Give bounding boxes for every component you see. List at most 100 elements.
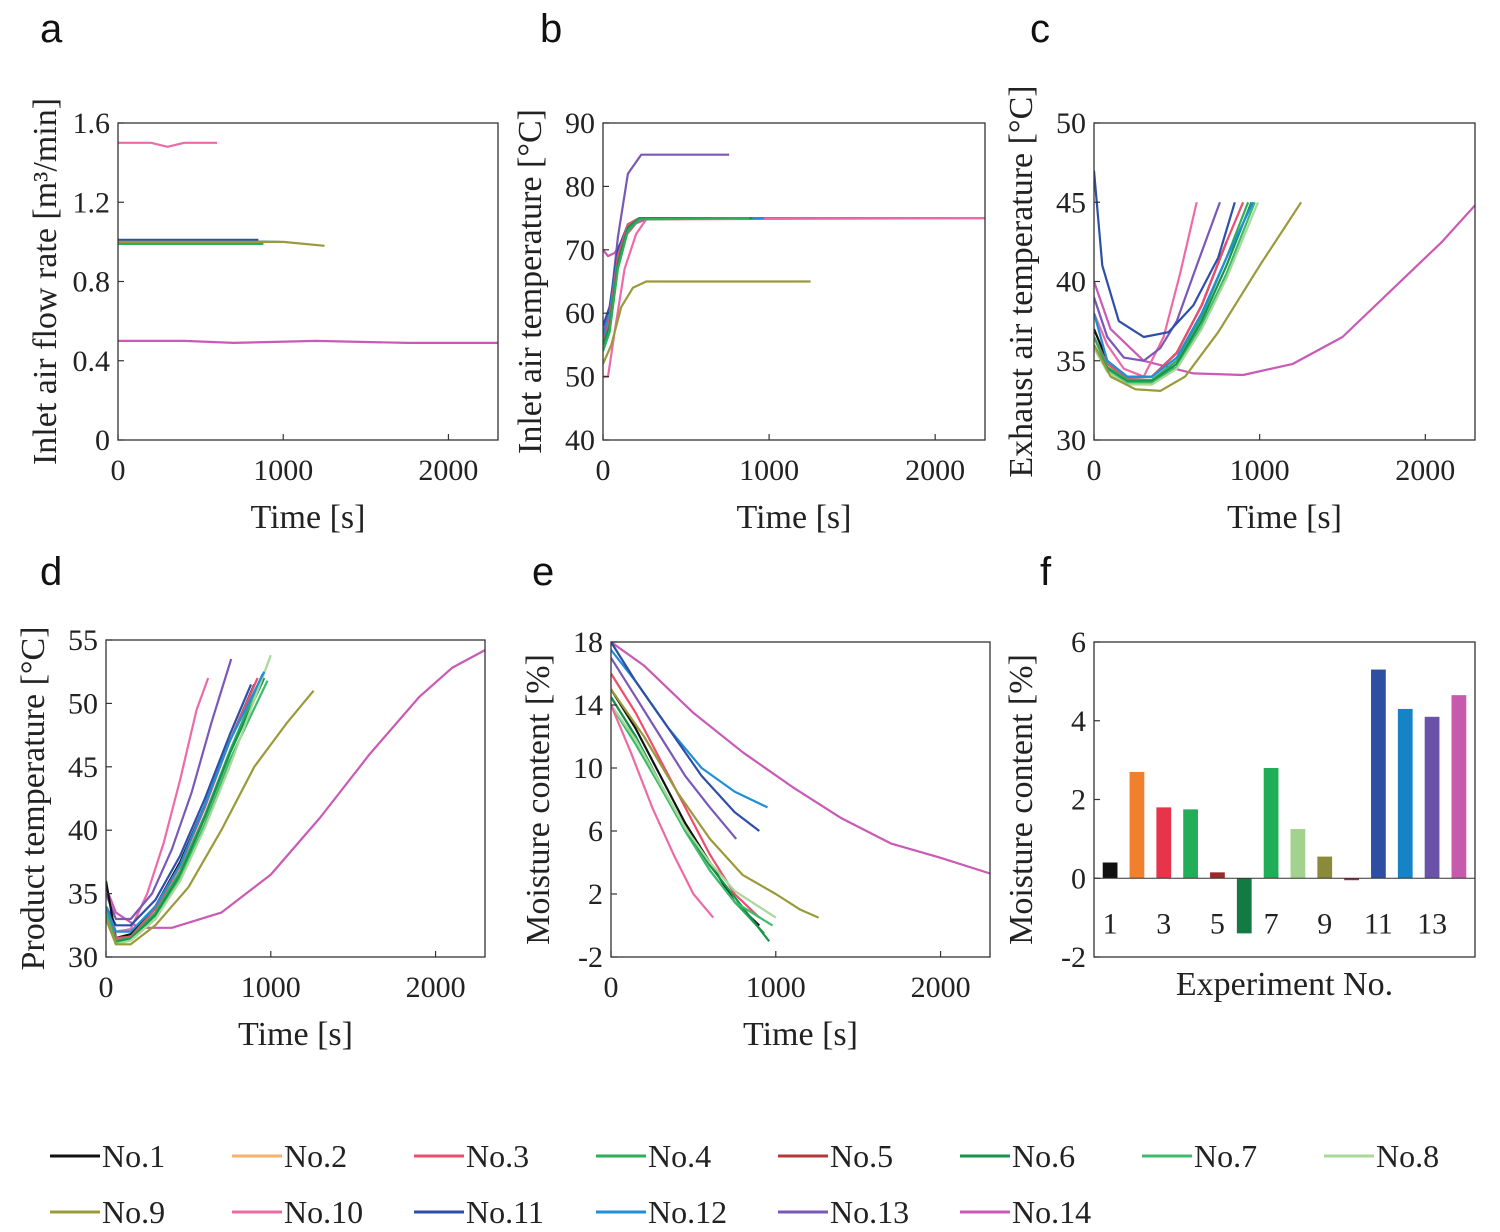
x-tick-label: 0 (604, 971, 619, 1004)
series-line-no10 (106, 677, 210, 933)
y-axis-label: Moisture content [%] (520, 654, 557, 945)
y-axis-label: Moisture content [%] (1003, 654, 1040, 945)
bar-experiment-12 (1397, 708, 1413, 879)
legend: No.1 No.2 No.3 No.4 No.5 No.6 No.7 No.8 No.9 No.1… (50, 1138, 1439, 1230)
y-tick-label: 2 (1071, 784, 1086, 817)
series-line-no9 (603, 280, 811, 365)
y-tick-label: 10 (573, 752, 603, 785)
x-tick-label: 1000 (1230, 454, 1290, 487)
panel-label: c (1030, 7, 1050, 51)
series-line-no13 (106, 658, 233, 921)
plot-frame (105, 639, 486, 958)
x-tick-label: 7 (1264, 907, 1279, 940)
series-line-no6 (106, 677, 266, 943)
series-line-no12 (106, 671, 266, 933)
plot-frame (610, 641, 991, 958)
y-tick-label: 6 (1071, 626, 1086, 659)
x-tick-label: 1000 (253, 454, 313, 487)
series-group (611, 642, 990, 942)
x-tick-label: 1000 (746, 971, 806, 1004)
y-tick-label: 4 (1071, 705, 1086, 738)
series-line-no10 (118, 141, 218, 148)
series-line-no10 (611, 704, 715, 919)
series-group (603, 153, 985, 378)
legend-label-no11: No.11 (466, 1194, 544, 1230)
panel-label: b (540, 7, 562, 51)
y-tick-label: -2 (1061, 941, 1086, 974)
bar-experiment-10 (1344, 878, 1359, 881)
legend-label-no2: No.2 (284, 1138, 347, 1174)
y-tick-label: 40 (1056, 266, 1086, 299)
x-tick-label: 1 (1103, 907, 1118, 940)
x-axis-label: Time [s] (1227, 499, 1342, 536)
series-line-no13 (1094, 201, 1221, 362)
y-tick-label: 45 (1056, 186, 1086, 219)
y-tick-label: 0.4 (73, 345, 111, 378)
x-tick-label: 2000 (418, 454, 478, 487)
panel-a: a 0 1000 2000 Time [s] 0 0.4 0.8 1.2 1.6 Inlet air… (27, 7, 499, 536)
legend-label-no3: No.3 (466, 1138, 529, 1174)
series-line-no13 (611, 657, 738, 840)
y-tick-label: 0 (1071, 862, 1086, 895)
bar-experiment-7 (1263, 768, 1279, 879)
x-tick-label: 13 (1417, 907, 1447, 940)
bar-experiment-13 (1424, 716, 1440, 879)
bar-experiment-9 (1317, 856, 1333, 879)
x-axis-label: Experiment No. (1176, 966, 1393, 1003)
x-tick-label: 1000 (739, 454, 799, 487)
x-tick-label: 9 (1317, 907, 1332, 940)
legend-label-no10: No.10 (284, 1194, 363, 1230)
series-line-no8 (611, 704, 777, 919)
panel-b: b 0 1000 2000 Time [s] 40 50 60 70 80 90 Inlet air … (512, 7, 986, 536)
legend-label-no7: No.7 (1194, 1138, 1257, 1174)
y-tick-label: 35 (1056, 345, 1086, 378)
y-tick-label: -2 (578, 941, 603, 974)
x-tick-label: 0 (596, 454, 611, 487)
series-line-no11 (611, 642, 760, 832)
series-line-no14 (603, 217, 985, 258)
legend-label-no14: No.14 (1012, 1194, 1091, 1230)
y-axis-label: Inlet air flow rate [m³/min] (27, 98, 64, 465)
legend-label-no8: No.8 (1376, 1138, 1439, 1174)
legend-label-no5: No.5 (830, 1138, 893, 1174)
x-tick-label: 2000 (406, 971, 466, 1004)
y-tick-label: 1.6 (73, 107, 111, 140)
x-tick-label: 2000 (1395, 454, 1455, 487)
y-tick-label: 50 (68, 687, 98, 720)
y-tick-label: 40 (565, 424, 595, 457)
bar-experiment-8 (1290, 829, 1306, 879)
x-axis-label: Time [s] (743, 1016, 858, 1053)
panel-label: e (532, 550, 554, 594)
series-line-no14 (611, 642, 990, 875)
bar-experiment-11 (1371, 669, 1386, 879)
y-tick-label: 60 (565, 297, 595, 330)
series-line-no6 (1094, 201, 1253, 383)
series-line-no9 (118, 240, 325, 247)
legend-label-no1: No.1 (102, 1138, 165, 1174)
panel-e: e 0 1000 2000 Time [s] -2 2 6 10 14 18 Moisture con… (520, 550, 991, 1053)
series-line-no14 (118, 339, 498, 344)
legend-label-no9: No.9 (102, 1194, 165, 1230)
y-tick-label: 70 (565, 234, 595, 267)
panel-d: d 0 1000 2000 Time [s] 30 35 40 45 50 55 Product te… (15, 550, 486, 1053)
y-tick-label: 40 (68, 814, 98, 847)
y-tick-label: 1.2 (73, 186, 111, 219)
series-group (1094, 170, 1475, 392)
series-line-no7 (1094, 201, 1256, 384)
legend-label-no13: No.13 (830, 1194, 909, 1230)
series-line-no4 (1094, 201, 1250, 381)
series-line-no11 (106, 683, 253, 927)
y-tick-label: 0 (95, 424, 110, 457)
x-tick-label: 3 (1156, 907, 1171, 940)
series-line-no9 (611, 688, 820, 919)
legend-label-no6: No.6 (1012, 1138, 1075, 1174)
x-tick-label: 2000 (911, 971, 971, 1004)
series-line-no11 (1094, 170, 1236, 339)
series-line-no14 (1094, 204, 1475, 377)
legend-label-no4: No.4 (648, 1138, 711, 1174)
series-line-no14 (106, 649, 485, 929)
series-line-no9 (1094, 201, 1303, 392)
panel-label: f (1040, 550, 1052, 594)
